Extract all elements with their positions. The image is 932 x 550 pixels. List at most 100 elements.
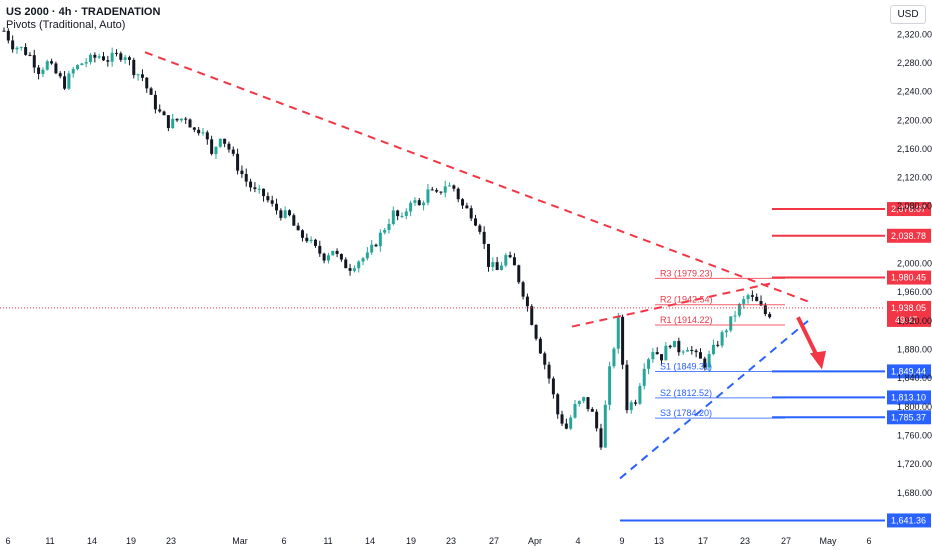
candle-body [162,111,166,116]
y-tick-label: 1,720.00 [897,459,932,469]
level-tag-label: 1,785.37 [891,412,926,422]
candle-body [370,244,374,253]
candle-body [140,74,144,78]
x-tick-label: 4 [575,536,580,546]
candle-body [383,229,387,233]
candle-body [339,253,343,260]
candle-body [504,255,508,266]
x-tick-label: Mar [232,536,248,546]
x-tick-label: 6 [281,536,286,546]
candles-layer [2,27,772,450]
candle-body [508,255,512,258]
candle-body [50,61,54,64]
candle-body [45,61,49,70]
candle-body [171,118,175,129]
candle-body [89,54,93,63]
countdown-label: 49:47 [895,315,918,325]
candle-body [223,138,227,144]
current-price-tag [887,300,931,327]
candle-body [218,138,222,147]
arrow-shaft [796,316,820,359]
candle-body [378,232,382,247]
level-tag [887,270,931,285]
y-tick-label: 2,200.00 [897,115,932,125]
x-tick-label: 19 [126,536,136,546]
pivot-lines-layer: R3 (1979.23) R2 (1942.54) R1 (1914.22) S1 (… [655,268,785,419]
candle-body [556,394,560,415]
candle-body [197,129,201,134]
pivot-label: S1 (1849.31) [660,361,712,371]
y-tick-label: 1,680.00 [897,488,932,498]
level-tag-label: 1,813.10 [891,392,926,402]
pivot-label: R1 (1914.22) [660,315,713,325]
candle-body [253,187,257,190]
y-tick-label: 1,920.00 [897,316,932,326]
candle-body [227,143,231,150]
candle-body [32,55,36,68]
currency-button[interactable]: USD [890,5,926,24]
level-tag [887,513,931,528]
candle-body [309,239,313,242]
candle-body [205,132,209,140]
candle-body [365,252,369,259]
candle-body [690,350,694,352]
level-tag-label: 2,076.07 [891,204,926,214]
level-tag-label: 2,038.78 [891,231,926,241]
candle-body [136,74,140,76]
candle-body [240,170,244,175]
indicator-label[interactable]: Pivots (Traditional, Auto) [6,19,126,31]
candle-body [603,404,607,448]
y-tick-label: 2,000.00 [897,259,932,269]
level-tag-label: 1,641.36 [891,515,926,525]
candle-body [685,350,689,352]
candle-body [577,400,581,404]
level-tag-label: 1,980.45 [891,273,926,283]
candle-body [249,181,253,188]
candle-body [443,186,447,193]
candle-body [586,397,590,409]
candle-body [188,119,192,128]
candle-body [275,203,279,211]
candle-body [123,57,127,60]
candle-body [465,205,469,209]
x-tick-label: Apr [528,536,542,546]
candle-body [625,364,629,411]
candle-body [435,190,439,192]
candle-body [495,262,499,271]
candle-body [763,305,767,314]
candle-body [296,225,300,231]
candle-body [400,215,404,217]
candle-body [746,295,750,300]
trendlines-layer [144,51,826,480]
candle-body [750,295,754,297]
candle-body [448,185,452,187]
x-tick-label: 13 [654,536,664,546]
candle-body [158,109,162,112]
resistance-trendline [571,282,771,328]
candle-body [720,332,724,346]
candle-body [491,262,495,267]
candle-body [166,115,170,129]
x-tick-label: 27 [781,536,791,546]
candle-body [201,132,205,134]
candle-body [331,250,335,256]
candle-body [595,411,599,429]
candle-body [660,354,664,361]
candle-body [11,40,15,50]
candle-body [387,223,391,230]
candle-body [724,330,728,333]
y-tick-label: 2,160.00 [897,144,932,154]
candle-body [257,188,261,190]
y-tick-label: 1,840.00 [897,373,932,383]
candle-body [236,153,240,171]
candle-body [352,268,356,271]
candle-body [106,60,110,62]
candle-body [521,282,525,297]
candle-body [54,63,58,74]
candle-body [534,324,538,339]
x-tick-label: 23 [166,536,176,546]
candle-body [404,211,408,216]
candle-body [15,47,19,50]
candle-body [456,188,460,200]
